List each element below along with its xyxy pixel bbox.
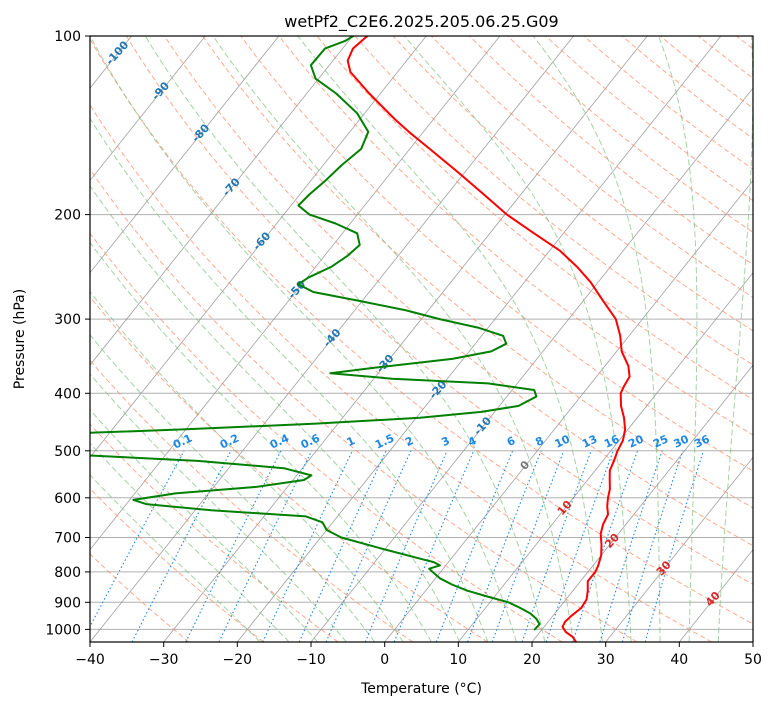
y-tick-label: 100 [54, 29, 81, 45]
dry-adiabat-line [90, 487, 264, 642]
moist-adiabat-line [717, 36, 753, 642]
moist-adiabat-line [90, 409, 319, 642]
dry-adiabat-line [90, 423, 339, 642]
mixing-ratio-label: 13 [580, 433, 599, 451]
axes: −40 −30 −20 −10 0 10 20 30 40 50 100 200 300 400 500 60… [45, 29, 762, 668]
isotherm-line [605, 456, 753, 642]
x-tick-label: 20 [523, 652, 541, 668]
y-tick-label: 600 [54, 491, 81, 507]
isotherm-line [531, 364, 753, 642]
mixing-ratio-label: 10 [553, 432, 573, 450]
mixing-ratio-line [325, 450, 412, 642]
x-tick-label: 40 [670, 652, 688, 668]
x-tick-label: 30 [597, 652, 615, 668]
chart-title: wetPf2_C2E6.2025.205.06.25.G09 [284, 12, 558, 32]
mixing-ratio-label: 16 [602, 432, 622, 450]
mixing-ratio-line [521, 450, 592, 642]
isotherm-line [310, 87, 753, 642]
y-tick-label: 500 [54, 444, 81, 460]
moist-adiabat-line [90, 442, 290, 642]
dry-adiabat-line [90, 232, 563, 642]
mixing-ratio-line [393, 450, 475, 642]
mixing-ratio-line [364, 450, 448, 642]
x-axis-label: Temperature (°C) [360, 681, 482, 697]
mixing-ratio-line [90, 450, 185, 628]
y-tick-label: 300 [54, 312, 81, 328]
isotherm-line [90, 36, 574, 642]
x-tick-label: −40 [75, 652, 105, 668]
moist-adiabat-line [297, 36, 603, 642]
dry-adiabat-line [90, 296, 488, 642]
x-tick-label: −30 [149, 652, 179, 668]
dry-adiabat-line [90, 103, 712, 642]
x-tick-label: 10 [449, 652, 467, 668]
isotherm-line [90, 36, 501, 551]
y-tick-label: 800 [54, 565, 81, 581]
isotherm-line [90, 36, 353, 366]
x-tick-label: 0 [380, 652, 389, 668]
x-tick-label: −20 [223, 652, 253, 668]
x-tick-label: −10 [296, 652, 326, 668]
moist-adiabat-line [90, 36, 517, 642]
dry-adiabat-line [469, 36, 753, 266]
isotherm-line [457, 272, 753, 642]
y-tick-label: 400 [54, 386, 81, 402]
moist-adiabat-line [90, 290, 404, 642]
moist-adiabat-line [90, 117, 489, 642]
dry-adiabat-line [90, 168, 638, 642]
moist-adiabat-line [90, 184, 461, 642]
isotherm-line [163, 36, 648, 642]
mixing-ratio-line [545, 450, 614, 642]
y-axis-label: Pressure (hPa) [12, 289, 28, 389]
isotherm-line [90, 36, 206, 182]
mixing-ratio-line [218, 450, 313, 642]
temperature-profile-line [346, 36, 631, 642]
dry-adiabat-line [392, 36, 753, 332]
isotherm-line [236, 36, 722, 642]
y-tick-label: 1000 [45, 622, 81, 638]
dry-adiabat-line [125, 36, 753, 585]
dry-adiabat-line [545, 36, 753, 202]
moist-adiabat-line [90, 474, 261, 642]
mixing-ratio-line [572, 450, 639, 642]
moist-adiabat-line [532, 36, 661, 642]
mixing-ratio-label: 30 [672, 432, 692, 450]
moist-adiabat-line [404, 36, 632, 642]
plot-frame [89, 35, 754, 643]
y-tick-label: 200 [54, 208, 81, 224]
y-tick-label: 900 [54, 595, 81, 611]
profile-series [90, 36, 631, 642]
x-tick-label: 50 [744, 652, 762, 668]
dry-adiabat-line [90, 38, 753, 625]
dry-adiabat-line [354, 36, 753, 366]
mixing-ratio-label: 20 [626, 432, 646, 450]
mixing-ratio-line [644, 450, 705, 642]
mixing-ratio-label: 36 [692, 432, 712, 450]
background-lines [90, 36, 753, 642]
isotherm-line [384, 179, 753, 642]
mixing-ratio-line [599, 450, 663, 642]
mixing-ratio-line [262, 450, 353, 642]
dry-adiabat-line [90, 359, 414, 642]
mixing-ratio-line [298, 450, 387, 642]
moist-adiabat-line [144, 36, 546, 642]
dry-adiabat-line [202, 36, 753, 509]
dry-adiabat-line [583, 36, 753, 170]
y-tick-label: 700 [54, 531, 81, 547]
mixing-ratio-label: 25 [651, 433, 670, 451]
isotherm-line [90, 36, 280, 274]
moist-adiabat-line [90, 241, 432, 642]
dry-adiabat-line [164, 36, 753, 547]
dry-adiabat-line [316, 36, 753, 401]
isotherm-line [90, 36, 427, 459]
dewpoint-profile-line [90, 36, 541, 631]
moist-adiabat-line [658, 36, 698, 642]
mixing-ratio-line [621, 450, 684, 642]
moist-adiabat-line [212, 36, 575, 642]
